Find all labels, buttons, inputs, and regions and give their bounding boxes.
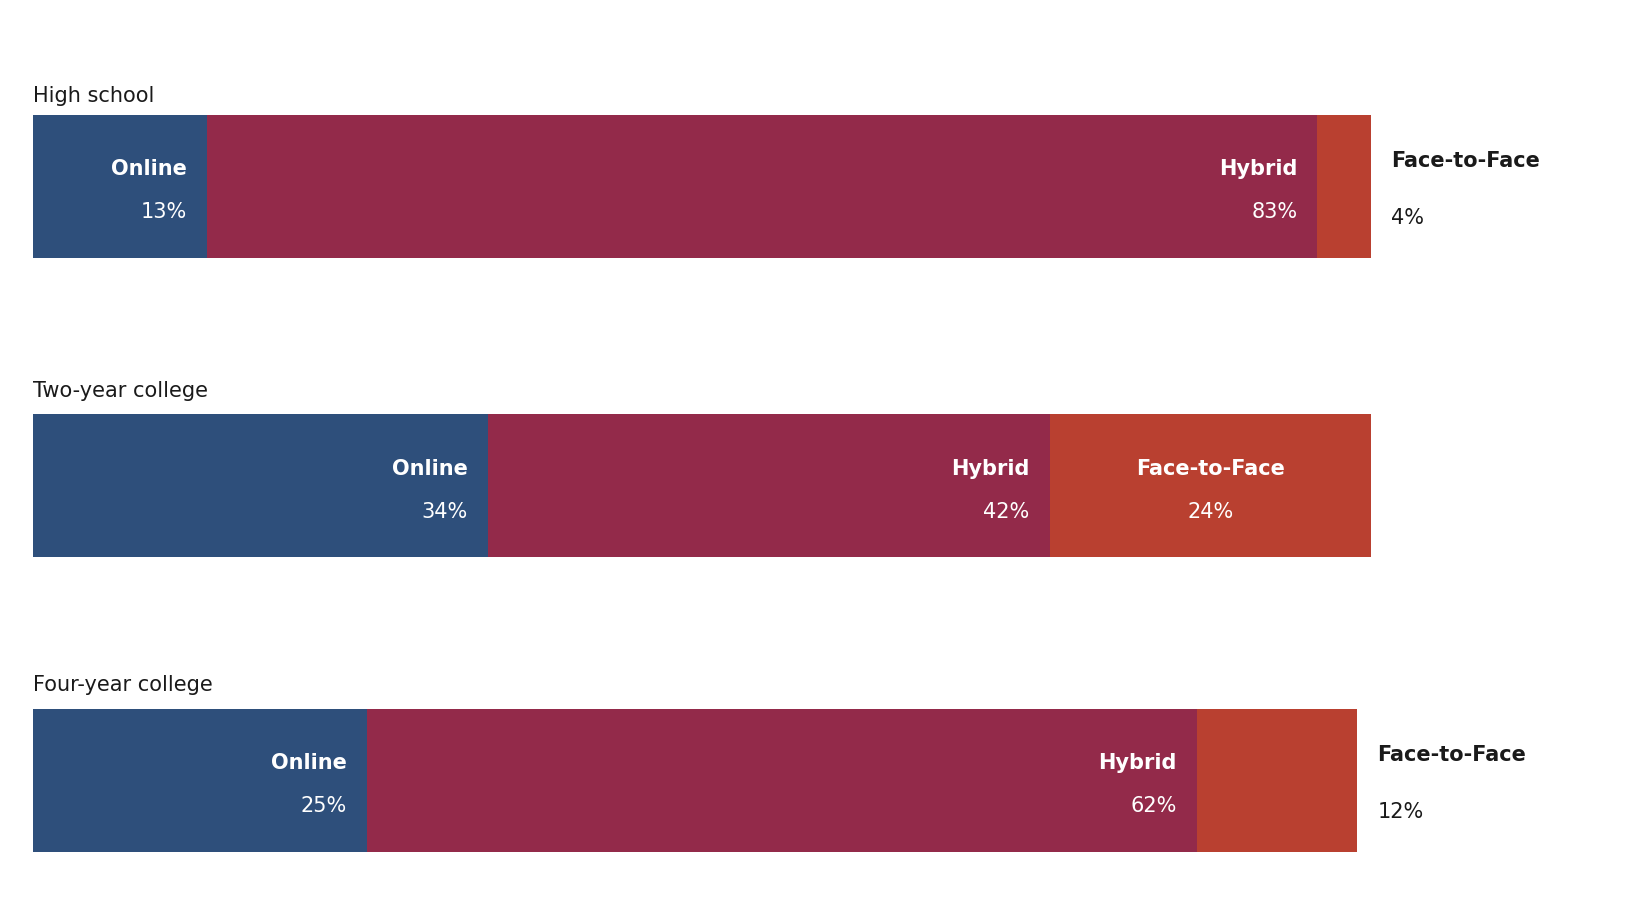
Bar	[1317, 115, 1371, 258]
Bar	[33, 115, 207, 258]
Text: 42%: 42%	[984, 502, 1030, 521]
Bar	[367, 709, 1196, 852]
Text: Hybrid: Hybrid	[1098, 753, 1177, 774]
Bar	[1196, 709, 1358, 852]
Text: Two-year college: Two-year college	[33, 380, 207, 401]
Text: 34%: 34%	[421, 502, 467, 521]
Text: Face-to-Face: Face-to-Face	[1377, 745, 1526, 764]
Bar	[488, 414, 1049, 557]
Text: 25%: 25%	[300, 797, 348, 816]
Text: Online: Online	[271, 753, 348, 774]
Bar	[207, 115, 1317, 258]
Text: Hybrid: Hybrid	[1219, 159, 1297, 180]
Text: 83%: 83%	[1252, 203, 1297, 222]
Text: Four-year college: Four-year college	[33, 675, 212, 695]
Text: Hybrid: Hybrid	[951, 459, 1030, 479]
Text: Face-to-Face: Face-to-Face	[1136, 459, 1284, 479]
Bar	[33, 414, 488, 557]
Text: 62%: 62%	[1131, 797, 1177, 816]
Text: 4%: 4%	[1390, 208, 1425, 227]
Text: Online: Online	[111, 159, 186, 180]
Text: Face-to-Face: Face-to-Face	[1390, 151, 1541, 170]
Text: High school: High school	[33, 86, 153, 106]
Text: 24%: 24%	[1186, 502, 1234, 521]
Bar	[33, 709, 367, 852]
Text: 12%: 12%	[1377, 802, 1423, 822]
Bar	[1049, 414, 1371, 557]
Text: 13%: 13%	[140, 203, 186, 222]
Text: Online: Online	[392, 459, 467, 479]
